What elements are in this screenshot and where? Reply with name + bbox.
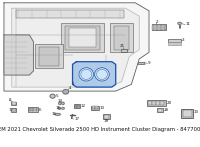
Bar xyxy=(92,106,95,108)
Text: 8: 8 xyxy=(8,98,11,102)
Bar xyxy=(32,108,34,111)
Text: 7: 7 xyxy=(8,108,11,112)
Bar xyxy=(91,106,99,110)
Text: 10: 10 xyxy=(100,106,105,110)
Bar xyxy=(29,108,31,111)
Bar xyxy=(183,110,192,117)
Ellipse shape xyxy=(64,90,67,93)
Polygon shape xyxy=(12,8,139,87)
Bar xyxy=(12,102,16,105)
Text: 16: 16 xyxy=(52,112,57,116)
Bar xyxy=(74,104,80,108)
Ellipse shape xyxy=(55,113,60,115)
Bar xyxy=(168,39,181,42)
Text: 1: 1 xyxy=(72,82,74,86)
Ellipse shape xyxy=(178,22,182,25)
Text: 15: 15 xyxy=(56,106,61,110)
Text: 17: 17 xyxy=(74,117,79,121)
Ellipse shape xyxy=(79,68,94,81)
Ellipse shape xyxy=(81,69,92,79)
Bar xyxy=(158,109,162,112)
Bar xyxy=(160,25,162,30)
Text: 21: 21 xyxy=(120,44,125,48)
Text: 9: 9 xyxy=(148,61,150,65)
Text: 20: 20 xyxy=(167,101,172,105)
Ellipse shape xyxy=(58,107,61,109)
Bar xyxy=(103,114,110,119)
Text: 5: 5 xyxy=(56,93,59,97)
Bar xyxy=(61,23,104,52)
Polygon shape xyxy=(4,3,149,91)
Bar xyxy=(156,25,158,30)
Bar xyxy=(147,100,166,106)
Bar xyxy=(160,101,164,105)
Bar xyxy=(138,62,144,64)
Bar xyxy=(110,23,133,52)
Text: 3: 3 xyxy=(182,38,185,42)
Ellipse shape xyxy=(59,102,61,105)
Bar xyxy=(12,109,16,111)
Bar xyxy=(36,108,37,111)
Text: 6: 6 xyxy=(39,108,41,112)
Bar xyxy=(11,108,16,112)
Polygon shape xyxy=(4,35,33,75)
Bar xyxy=(69,28,96,47)
Text: 18: 18 xyxy=(164,108,169,112)
Text: 19: 19 xyxy=(104,119,109,123)
Ellipse shape xyxy=(63,90,69,94)
Bar xyxy=(28,107,38,112)
Bar xyxy=(75,106,77,108)
Bar xyxy=(164,25,166,30)
Bar xyxy=(121,49,127,52)
Bar xyxy=(77,105,80,106)
Bar xyxy=(65,26,100,50)
Ellipse shape xyxy=(62,107,64,109)
Bar xyxy=(152,24,166,30)
Ellipse shape xyxy=(62,102,64,105)
Bar xyxy=(95,108,98,110)
Bar xyxy=(148,101,152,105)
Text: 14: 14 xyxy=(57,99,62,103)
Ellipse shape xyxy=(97,69,107,79)
Bar xyxy=(92,108,95,110)
Text: 13: 13 xyxy=(194,110,199,114)
Bar xyxy=(35,44,63,68)
Text: 11: 11 xyxy=(185,22,190,26)
Text: 12: 12 xyxy=(81,104,86,108)
Bar xyxy=(114,26,129,50)
Ellipse shape xyxy=(143,62,146,64)
Bar xyxy=(152,101,156,105)
Bar xyxy=(39,47,59,66)
Ellipse shape xyxy=(95,68,109,81)
Bar xyxy=(152,25,154,30)
Bar xyxy=(181,109,193,118)
Text: 2: 2 xyxy=(156,20,159,24)
Bar xyxy=(77,106,80,108)
Text: 4: 4 xyxy=(69,86,72,90)
Bar xyxy=(157,108,163,112)
Polygon shape xyxy=(73,62,116,87)
Bar xyxy=(104,115,109,118)
Text: OEM 2021 Chevrolet Silverado 2500 HD Instrument Cluster Diagram - 84770053: OEM 2021 Chevrolet Silverado 2500 HD Ins… xyxy=(0,127,200,132)
Bar xyxy=(95,106,98,108)
Bar xyxy=(16,10,124,17)
Bar xyxy=(11,102,16,105)
Bar xyxy=(75,105,77,106)
Bar xyxy=(168,42,181,45)
Ellipse shape xyxy=(50,94,55,98)
Bar xyxy=(156,101,160,105)
